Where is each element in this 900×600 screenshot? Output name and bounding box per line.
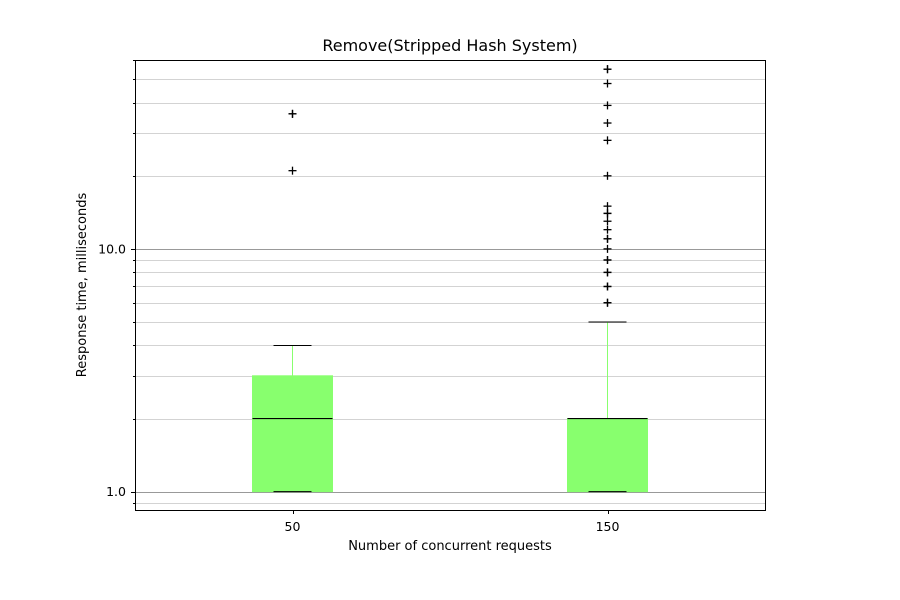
flier-point [603,268,612,277]
flier-point [603,202,612,211]
flier-point [603,119,612,128]
flier-point [603,234,612,243]
iqr-box [567,418,648,493]
x-tick-label: 150 [596,519,620,534]
flier-point [603,101,612,110]
flier-point [603,255,612,264]
flier-point [288,109,297,118]
plot-frame [135,60,766,511]
box-50 [252,344,333,493]
iqr-box [252,375,333,493]
flier-point [603,298,612,307]
flier-point [288,166,297,175]
flier-point [603,79,612,88]
boxes [252,321,648,493]
flier-point [603,217,612,226]
x-tick-label: 50 [285,519,301,534]
flier-point [603,136,612,145]
flier-point [603,171,612,180]
x-axis-label: Number of concurrent requests [348,539,552,554]
flier-point [603,244,612,253]
y-tick-label: 10.0 [98,241,126,256]
y-axis-label: Response time, milliseconds [75,193,90,378]
flier-point [603,282,612,291]
ticks: 1.0 10.0 50 150 [98,60,620,534]
flier-point [603,209,612,218]
y-tick-label: 1.0 [106,484,126,499]
fliers [288,65,612,307]
flier-point [603,225,612,234]
chart-title: Remove(Stripped Hash System) [322,36,577,55]
grid [135,60,765,504]
flier-point [603,65,612,74]
box-150 [567,321,648,493]
